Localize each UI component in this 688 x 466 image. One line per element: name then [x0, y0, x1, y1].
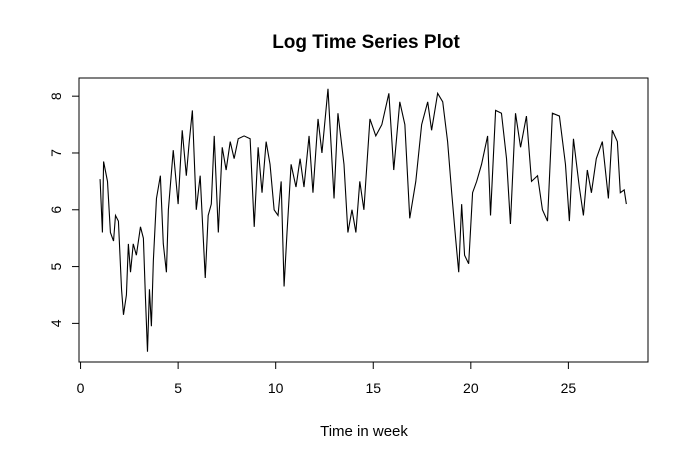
y-tick-label: 5 [48, 262, 64, 270]
y-tick-label: 4 [48, 319, 64, 327]
x-tick-label: 0 [77, 380, 85, 396]
x-tick-label: 5 [174, 380, 182, 396]
y-tick-label: 6 [48, 206, 64, 214]
x-tick-label: 25 [561, 380, 577, 396]
chart-title: Log Time Series Plot [272, 32, 460, 53]
series-line [99, 88, 627, 352]
x-axis-label: Time in week [320, 423, 408, 440]
x-tick-label: 20 [463, 380, 479, 396]
x-tick-label: 15 [365, 380, 381, 396]
y-tick-label: 8 [48, 92, 64, 100]
y-tick-label: 7 [48, 149, 64, 157]
x-tick-label: 10 [268, 380, 284, 396]
